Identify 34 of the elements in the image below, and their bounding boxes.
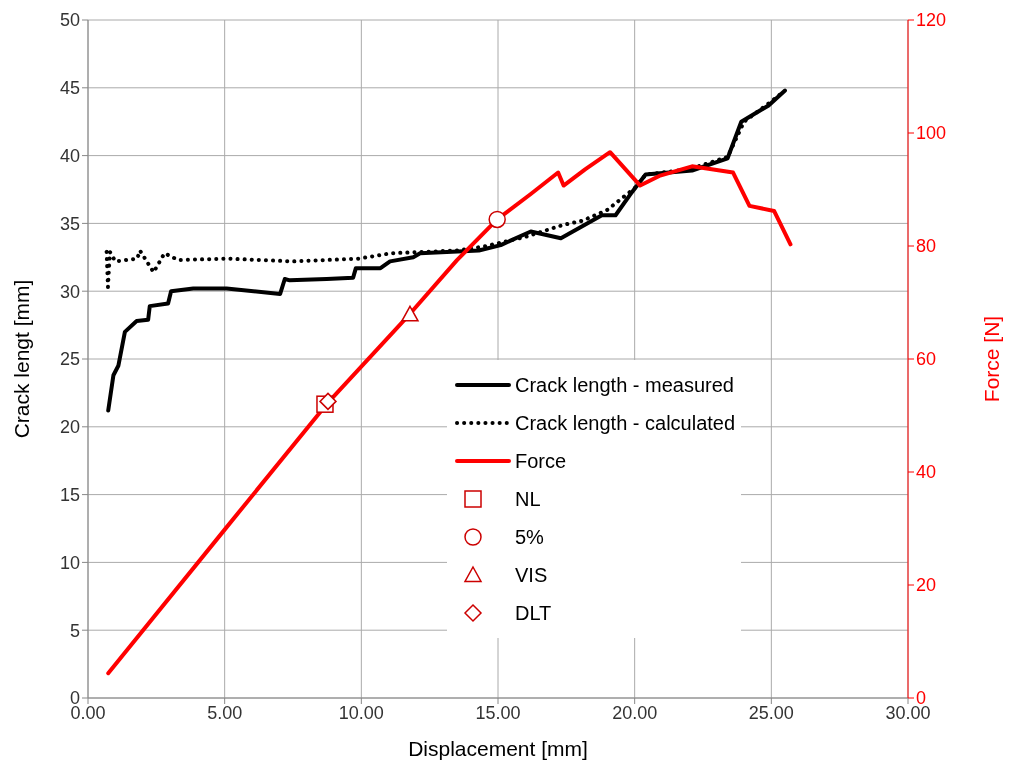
y-axis-title: Crack lengt [mm] [10, 279, 34, 439]
y2-tick-label: 40 [916, 462, 937, 483]
x-tick-label: 20.00 [612, 702, 658, 723]
y-tick-label: 10 [59, 552, 80, 573]
y-tick-label: 20 [59, 417, 80, 438]
y-tick-label: 40 [59, 145, 80, 166]
point [401, 305, 419, 322]
y2-tick-label: 100 [916, 123, 947, 144]
y2-tick-label: 80 [916, 236, 937, 257]
legend-label: Force [515, 449, 567, 473]
legend-label: NL [515, 487, 541, 511]
y-tick-label: 45 [59, 78, 80, 99]
x-axis-title: Displacement [mm] [408, 737, 588, 760]
y2-tick-label: 60 [916, 349, 937, 370]
legend-label: Crack length - calculated [515, 411, 736, 435]
point [488, 210, 506, 229]
legend-label: Crack length - measured [515, 373, 734, 397]
line-series [106, 150, 793, 676]
legend-label: DLT [515, 601, 552, 625]
y2-tick-label: 120 [916, 10, 947, 31]
y-tick-label: 25 [59, 349, 80, 370]
legend-label: VIS [515, 563, 548, 587]
y-tick-label: 30 [59, 281, 80, 302]
y-tick-label: 15 [59, 484, 80, 505]
x-tick-label: 10.00 [338, 702, 384, 723]
y-tick-label: 5 [69, 620, 80, 641]
legend-label: 5% [515, 525, 544, 549]
x-tick-label: 25.00 [748, 702, 794, 723]
x-tick-label: 5.00 [207, 702, 243, 723]
y-tick-label: 50 [59, 10, 80, 31]
y2-axis-title: Force [N] [980, 315, 1004, 403]
y-tick-label: 35 [59, 213, 80, 234]
y2-tick-label: 20 [916, 575, 937, 596]
x-tick-label: 15.00 [475, 702, 521, 723]
